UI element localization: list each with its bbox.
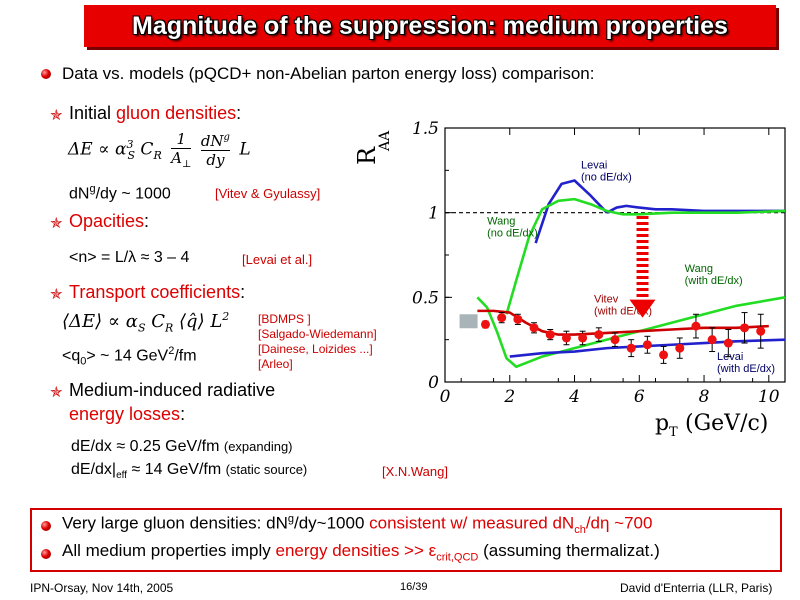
data-point (497, 313, 507, 323)
data-point (529, 323, 539, 333)
x-tick-label: 2 (503, 387, 515, 407)
summary-line-2: All medium properties imply energy densi… (62, 541, 660, 564)
gluon-heading: Initial gluon densities: (69, 103, 242, 123)
data-point (626, 343, 636, 353)
x-tick-label: 8 (699, 387, 710, 407)
bullet-icon (41, 521, 51, 531)
data-point (594, 330, 604, 340)
transport-ref: [Arleo] (258, 357, 293, 371)
star-bullet-icon: ✯ (50, 107, 63, 124)
data-point (513, 314, 523, 324)
y-tick-label: 0.5 (412, 288, 439, 308)
radiative-result-2: dE/dx|eff ≈ 14 GeV/fm (static source) (71, 461, 308, 482)
data-point (578, 333, 588, 343)
transport-ref: [Salgado-Wiedemann] (258, 327, 377, 341)
star-bullet-icon: ✯ (50, 215, 63, 232)
radiative-ref: [X.N.Wang] (382, 464, 448, 479)
data-point (756, 326, 766, 336)
data-point (642, 340, 652, 350)
data-point (610, 335, 620, 345)
star-bullet-icon: ✯ (50, 286, 63, 303)
bullet-icon (41, 69, 51, 79)
transport-result: <q0> ~ 14 GeV2/fm (62, 345, 197, 368)
transport-refs: [BDMPS ] [Salgado-Wiedemann] [Dainese, L… (258, 312, 377, 372)
slide-title: Magnitude of the suppression: medium pro… (132, 12, 728, 40)
data-point (740, 323, 750, 333)
series-label: (with dE/dx) (685, 275, 743, 287)
transport-formula: ⟨ΔE⟩ ∝ αS CR ⟨q̂⟩ L2 (62, 310, 230, 335)
y-axis-label: R (355, 146, 381, 165)
star-bullet-icon: ✯ (50, 384, 63, 401)
gluon-formula: ΔE ∝ α3S CR 1 A⊥ dNg dy L (68, 130, 251, 170)
footer-left: IPN-Orsay, Nov 14th, 2005 (30, 581, 174, 595)
transport-ref: [Dainese, Loizides ...] (258, 342, 373, 356)
opacities-heading: Opacities: (69, 211, 150, 231)
data-point (561, 333, 571, 343)
title-banner (84, 5, 776, 47)
x-axis-unit: (GeV/c) (685, 411, 768, 436)
gluon-result: dNg/dy ~ 1000 (69, 183, 171, 203)
series-label: Wang (685, 263, 713, 275)
suppression-arrow-head (629, 299, 656, 318)
radiative-heading-2: energy losses: (69, 404, 186, 424)
data-point (707, 335, 717, 345)
gluon-ref: [Vitev & Gyulassy] (215, 186, 321, 201)
y-tick-label: 0 (428, 373, 439, 393)
series-line (534, 179, 608, 244)
series-label: Vitev (594, 293, 619, 305)
radiative-heading: Medium-induced radiative (69, 380, 276, 400)
page-number: 16/39 (400, 581, 428, 593)
y-tick-label: 1.5 (412, 119, 439, 139)
series-label: (with dE/dx) (717, 363, 775, 375)
normalization-box (459, 314, 478, 329)
x-tick-label: 10 (758, 387, 780, 407)
opacities-ref: [Levai et al.] (242, 252, 313, 267)
x-tick-label: 0 (440, 387, 451, 407)
series-line (477, 309, 769, 336)
data-point (723, 338, 733, 348)
summary-line-1: Very large gluon densities: dNg/dy~1000 … (62, 513, 653, 537)
data-point (691, 321, 701, 331)
radiative-result-1: dE/dx ≈ 0.25 GeV/fm (expanding) (71, 438, 293, 455)
summary-box (30, 508, 782, 572)
series-label: (no dE/dx) (581, 172, 632, 184)
data-point (480, 319, 490, 329)
x-axis-label: p (655, 411, 669, 436)
y-tick-label: 1 (428, 204, 439, 224)
transport-ref: [BDMPS ] (258, 312, 311, 326)
x-tick-label: 4 (568, 387, 580, 407)
series-line (606, 204, 785, 214)
series-line (505, 197, 786, 315)
data-point (545, 330, 555, 340)
x-axis-label-sub: T (669, 425, 678, 440)
intro-text: Data vs. models (pQCD+ non-Abelian parto… (62, 64, 595, 83)
data-point (675, 343, 685, 353)
footer-right: David d'Enterria (LLR, Paris) (620, 581, 773, 595)
series-label: Wang (487, 216, 515, 228)
transport-heading: Transport coefficients: (69, 282, 246, 302)
series-label: Levai (581, 160, 607, 172)
series-label: (no dE/dx) (487, 228, 538, 240)
opacities-result: <n> = L/λ ≈ 3 – 4 (69, 249, 190, 266)
y-axis-label-sub: AA (377, 130, 393, 152)
bullet-icon (41, 549, 51, 559)
data-point (659, 350, 669, 360)
x-tick-label: 6 (634, 387, 645, 407)
